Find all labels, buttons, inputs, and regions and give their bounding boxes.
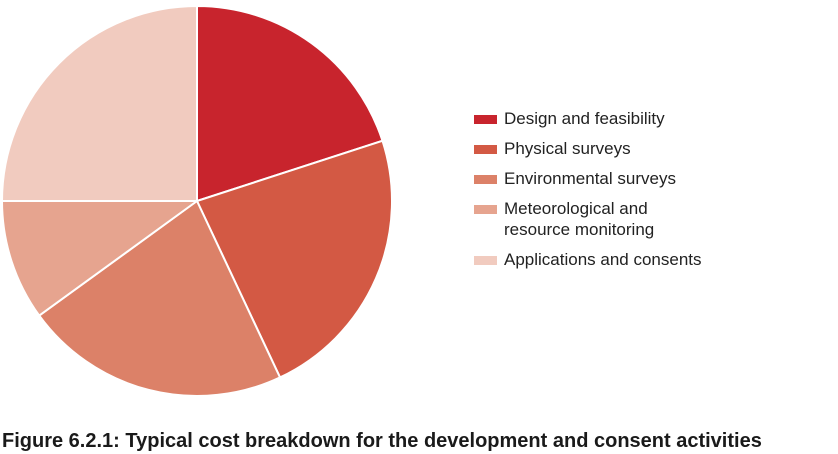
legend-item-4: Applications and consents (474, 249, 814, 270)
chart-legend: Design and feasibility Physical surveys En… (474, 108, 814, 279)
figure-caption: Figure 6.2.1: Typical cost breakdown for… (2, 430, 762, 452)
legend-label-2: Environmental surveys (504, 169, 676, 188)
pie-slice-1 (196, 139, 393, 379)
pie-slice-4 (1, 5, 198, 202)
legend-swatch-1 (474, 145, 497, 154)
legend-item-1: Physical surveys (474, 138, 814, 159)
legend-label-4: Applications and consents (504, 250, 702, 269)
legend-swatch-3 (474, 205, 497, 214)
legend-item-3: Meteorological and resource monitoring (474, 198, 814, 240)
pie-slice-0 (196, 5, 384, 202)
legend-item-2: Environmental surveys (474, 168, 814, 189)
pie-slice-3 (1, 200, 198, 317)
legend-label-0: Design and feasibility (504, 109, 665, 128)
legend-swatch-2 (474, 175, 497, 184)
legend-label-1: Physical surveys (504, 139, 631, 158)
legend-swatch-0 (474, 115, 497, 124)
pie-slice-2 (38, 200, 282, 397)
legend-label-3: Meteorological and resource monitoring (504, 199, 655, 239)
legend-item-0: Design and feasibility (474, 108, 814, 129)
legend-swatch-4 (474, 256, 497, 265)
pie-chart (1, 5, 393, 397)
